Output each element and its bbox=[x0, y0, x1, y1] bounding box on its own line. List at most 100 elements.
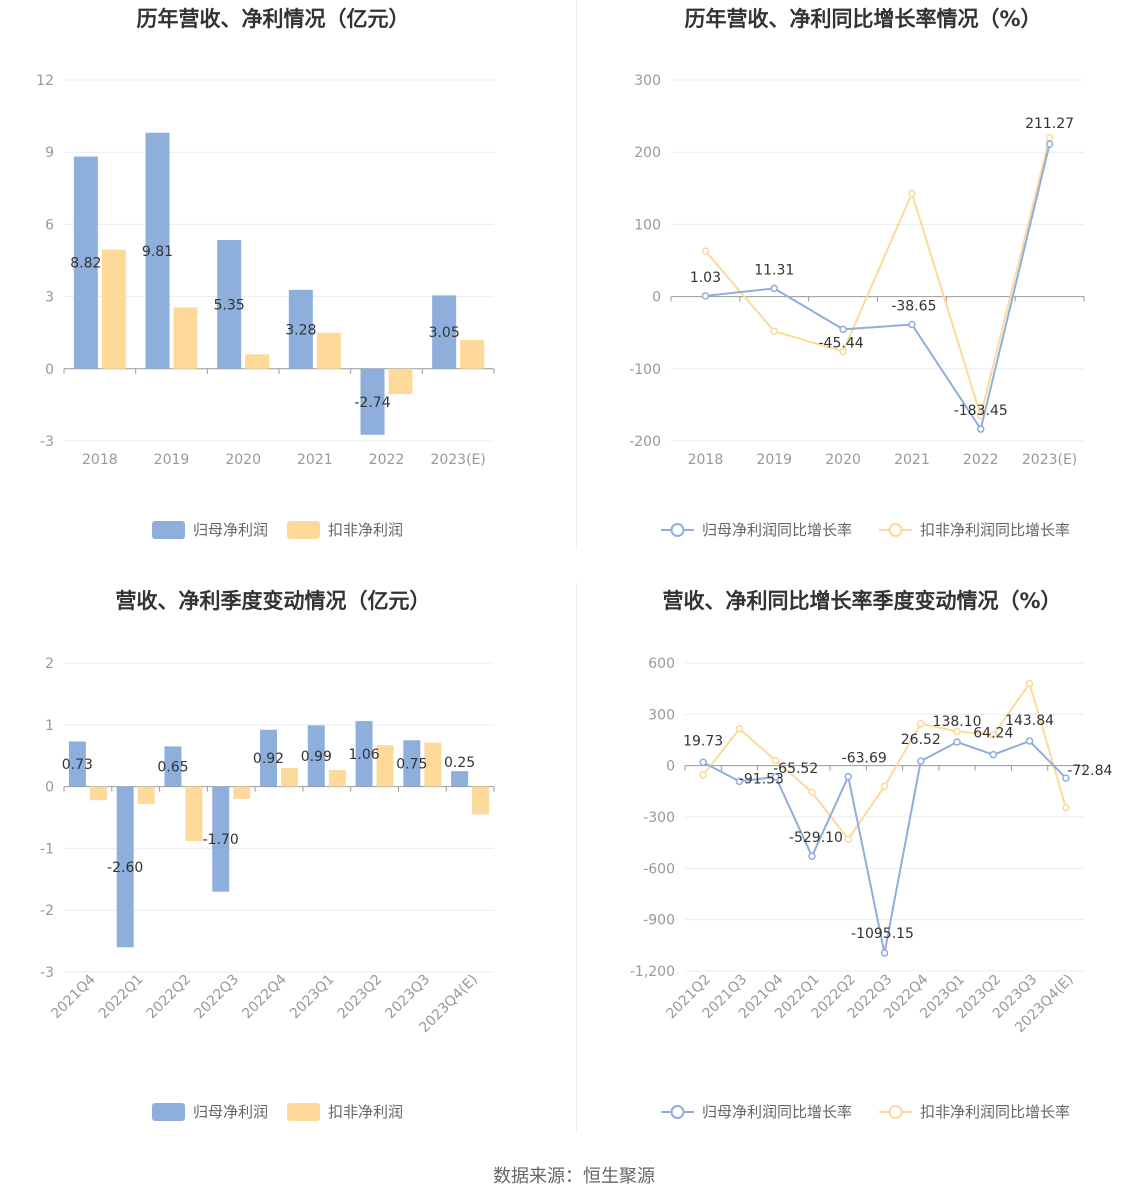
point-guimu bbox=[977, 425, 985, 433]
point-guimu bbox=[880, 949, 889, 957]
data-source: 数据来源：恒生聚源 bbox=[0, 1162, 1148, 1188]
legend: 归母净利润 扣非净利润 bbox=[152, 521, 403, 539]
x-tick-label: 2020 bbox=[825, 452, 861, 468]
y-tick-label: 0 bbox=[652, 290, 661, 306]
point-guimu bbox=[1062, 774, 1070, 782]
bar-koufei bbox=[185, 786, 203, 841]
point-guimu bbox=[953, 738, 961, 746]
point-guimu bbox=[908, 320, 916, 329]
chart-title: 营收、净利同比增长率季度变动情况（%） bbox=[662, 589, 1061, 613]
line-koufei bbox=[704, 137, 1051, 420]
data-label: -72.84 bbox=[1067, 763, 1112, 779]
y-tick-label: 0 bbox=[45, 780, 54, 796]
bar-guimu bbox=[432, 295, 457, 369]
legend-marker bbox=[670, 523, 685, 537]
point-guimu bbox=[989, 750, 998, 759]
legend-label: 扣非净利润 bbox=[328, 521, 403, 539]
y-tick-label: -2 bbox=[40, 903, 54, 919]
legend-swatch bbox=[287, 521, 320, 539]
point-koufei bbox=[953, 727, 961, 736]
point-guimu bbox=[917, 757, 925, 765]
point-guimu bbox=[735, 777, 744, 786]
legend-label: 归母净利润同比增长率 bbox=[702, 1103, 852, 1121]
data-label: 211.27 bbox=[1025, 116, 1074, 132]
bar-guimu bbox=[288, 289, 313, 369]
legend-label: 扣非净利润同比增长率 bbox=[920, 521, 1070, 539]
data-label: 0.75 bbox=[396, 756, 427, 772]
point-koufei bbox=[989, 731, 998, 739]
y-tick-label: 300 bbox=[634, 73, 661, 89]
x-tick-label: 2022 bbox=[369, 452, 405, 468]
bar-koufei bbox=[472, 786, 490, 815]
y-tick-label: 2 bbox=[45, 656, 54, 672]
point-koufei bbox=[771, 756, 780, 765]
x-tick-label: 2022Q2 bbox=[144, 972, 195, 1023]
data-label: -91.53 bbox=[739, 771, 784, 787]
y-tick-label: 3 bbox=[45, 290, 54, 306]
bar-guimu bbox=[212, 786, 230, 892]
point-guimu bbox=[771, 773, 780, 781]
data-label: 0.92 bbox=[253, 751, 284, 767]
point-guimu bbox=[808, 852, 816, 860]
x-tick-label: 2018 bbox=[688, 452, 724, 468]
data-label: -65.52 bbox=[773, 761, 818, 777]
y-tick-label: 600 bbox=[648, 656, 675, 672]
bar-guimu bbox=[451, 771, 469, 787]
bar-guimu bbox=[360, 368, 385, 435]
chart-quarterly-growth-svg: 营收、净利同比增长率季度变动情况（%） 600 300 0 -300 -600 -900 -1… bbox=[630, 589, 1113, 1121]
point-guimu bbox=[699, 758, 707, 767]
bar-guimu bbox=[145, 132, 170, 369]
x-tick-label: 2022Q1 bbox=[96, 972, 147, 1023]
chart-quarterly-profit: 营收、净利季度变动情况（亿元） 2 1 0 -1 -2 -3 2021Q4 2022Q1 2022… bbox=[0, 580, 576, 1140]
data-label: 0.73 bbox=[62, 757, 93, 773]
x-tick-label: 2023Q2 bbox=[335, 972, 386, 1023]
y-tick-label: -1 bbox=[40, 841, 54, 857]
chart-annual-profit: 历年营收、净利情况（亿元） 12 9 6 3 0 -3 2018 2019 2020 2021 202… bbox=[0, 0, 576, 560]
legend: 归母净利润同比增长率 扣非净利润同比增长率 bbox=[661, 521, 1070, 539]
y-tick-label: -3 bbox=[40, 965, 54, 981]
bar-koufei bbox=[424, 742, 442, 787]
data-label: 143.84 bbox=[1005, 713, 1054, 729]
point-koufei bbox=[770, 327, 778, 336]
y-tick-label: -900 bbox=[643, 913, 675, 929]
y-tick-label: 6 bbox=[45, 217, 54, 233]
chart-quarterly-growth: 营收、净利同比增长率季度变动情况（%） 600 300 0 -300 -600 -900 -1… bbox=[577, 580, 1148, 1140]
data-label: -45.44 bbox=[819, 335, 864, 351]
x-tick-label: 2021Q4 bbox=[48, 971, 99, 1022]
data-label: -1.70 bbox=[203, 832, 239, 848]
data-label: 19.73 bbox=[683, 733, 723, 749]
legend: 归母净利润同比增长率 扣非净利润同比增长率 bbox=[661, 1103, 1070, 1121]
x-tick-label: 2022Q3 bbox=[191, 972, 242, 1023]
point-koufei bbox=[1062, 803, 1070, 812]
data-label: 138.10 bbox=[933, 714, 982, 730]
data-label: 9.81 bbox=[142, 244, 173, 260]
chart-title: 营收、净利季度变动情况（亿元） bbox=[116, 589, 431, 613]
data-label: 1.06 bbox=[348, 747, 379, 763]
chart-title: 历年营收、净利情况（亿元） bbox=[137, 7, 410, 31]
bar-koufei bbox=[89, 786, 107, 801]
legend-label: 归母净利润 bbox=[193, 521, 268, 539]
legend: 归母净利润 扣非净利润 bbox=[152, 1103, 403, 1121]
x-tick-label: 2019 bbox=[756, 452, 792, 468]
bar-guimu bbox=[307, 725, 325, 787]
data-label: 11.31 bbox=[754, 262, 794, 278]
point-guimu bbox=[1045, 140, 1054, 148]
bar-koufei bbox=[233, 786, 251, 799]
point-guimu bbox=[839, 325, 847, 334]
legend-label: 扣非净利润 bbox=[328, 1103, 403, 1121]
legend-swatch bbox=[152, 1103, 185, 1121]
bar-guimu bbox=[68, 741, 86, 787]
y-tick-label: -200 bbox=[629, 434, 661, 450]
point-guimu bbox=[1025, 737, 1034, 745]
point-guimu bbox=[701, 292, 710, 300]
point-koufei bbox=[699, 771, 707, 779]
point-koufei bbox=[735, 725, 744, 733]
data-source-label: 数据来源： bbox=[493, 1166, 583, 1187]
point-koufei bbox=[844, 835, 852, 843]
bar-guimu bbox=[217, 240, 242, 369]
x-tick-label: 2020 bbox=[225, 452, 261, 468]
y-tick-label: -3 bbox=[40, 434, 54, 450]
legend-label: 扣非净利润同比增长率 bbox=[920, 1103, 1070, 1121]
y-tick-label: 9 bbox=[45, 145, 54, 161]
point-koufei bbox=[917, 719, 925, 728]
